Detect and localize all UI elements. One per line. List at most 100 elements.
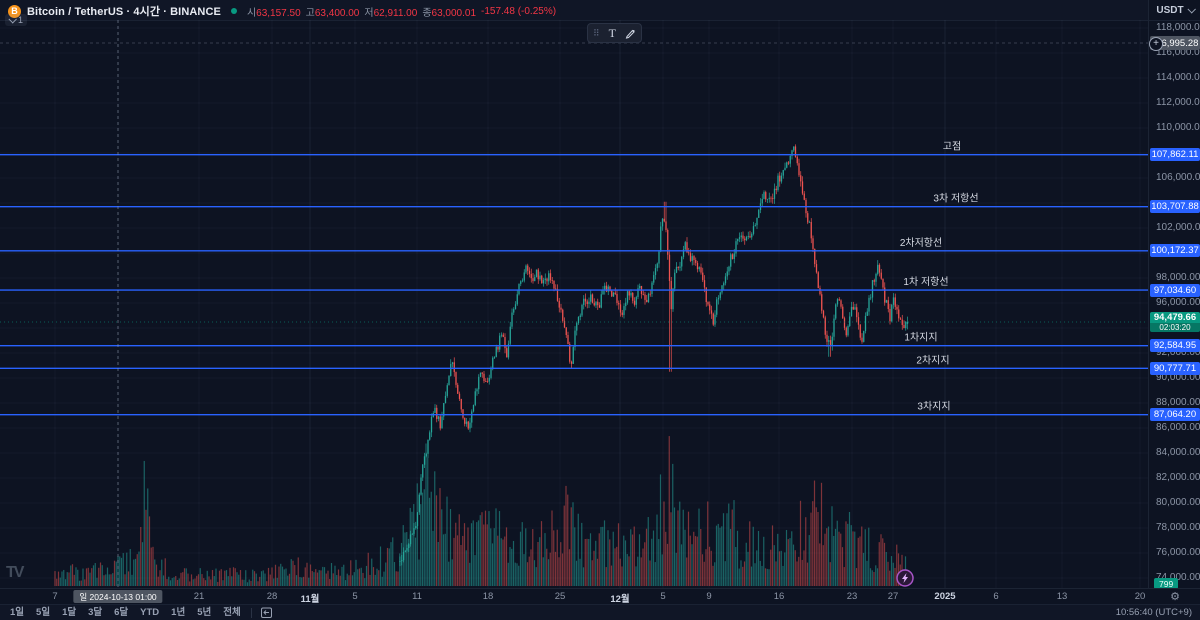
gear-icon[interactable]: ⚙ (1170, 591, 1180, 603)
candle-body (544, 278, 546, 281)
candle-body (565, 327, 567, 336)
candle-body (555, 288, 557, 290)
candle-body (667, 230, 669, 255)
range-button-전체[interactable]: 전체 (223, 606, 241, 618)
candle-body (898, 309, 900, 319)
symbol-title[interactable]: Bitcoin / TetherUS · 4시간 · BINANCE (27, 6, 221, 18)
candle-body (717, 297, 720, 300)
volume-bar (414, 537, 417, 586)
brush-tool-button[interactable] (624, 27, 636, 39)
candle-body (602, 290, 604, 295)
candle-body (476, 389, 478, 392)
volume-bar (110, 574, 112, 586)
candle-body (646, 299, 648, 303)
level-label[interactable]: 1차 저항선 (903, 276, 948, 288)
volume-bar (91, 568, 93, 586)
volume-bar (486, 524, 488, 586)
volume-bar (612, 531, 614, 586)
volume-bar (761, 565, 763, 586)
volume-bar (726, 513, 728, 586)
candle-body (644, 294, 646, 300)
volume-bar (479, 515, 481, 586)
volume-bar (602, 526, 604, 586)
price-chart-canvas[interactable]: 고점 3차 저항선 2차저항선 1차 저항선 1차지지 2차지지 3차지지 (0, 20, 1148, 588)
time-tick-label: 11월 (300, 594, 320, 605)
volume-bar (413, 504, 415, 586)
drag-handle-icon[interactable]: ⠿ (593, 27, 601, 38)
volume-bar (197, 574, 200, 586)
candle-body (623, 306, 625, 315)
axis-currency-selector[interactable]: USDT (1149, 0, 1200, 21)
tradingview-logo[interactable]: TV (6, 564, 25, 581)
volume-bar (558, 557, 560, 586)
candle-body (670, 280, 672, 310)
volume-bar (679, 501, 681, 586)
candle-body (497, 346, 499, 350)
text-tool-button[interactable]: T (608, 26, 616, 40)
clock-timezone-button[interactable]: 10:56:40 (UTC+9) (1115, 607, 1192, 618)
last-price-value: 94,479.66 (1153, 312, 1197, 323)
time-axis[interactable]: 7 21 28 11월 5 11 18 25 12월 5 9 16 23 27 2025 6 13 20 일 20… (0, 588, 1200, 605)
volume-bar (626, 554, 628, 586)
range-button-1달[interactable]: 1달 (62, 606, 77, 618)
candle-body (850, 306, 853, 317)
range-button-6달[interactable]: 6달 (114, 606, 129, 618)
range-button-5년[interactable]: 5년 (197, 606, 212, 618)
volume-bar (253, 571, 256, 586)
drawing-toolbar: ⠿ T (587, 23, 642, 43)
volume-bar (162, 575, 165, 586)
volume-bar (889, 570, 891, 586)
range-button-3달[interactable]: 3달 (88, 606, 103, 618)
volume-bar (386, 547, 389, 586)
range-button-1년[interactable]: 1년 (171, 606, 186, 618)
volume-bar (341, 566, 343, 586)
volume-bar (673, 507, 676, 586)
level-label[interactable]: 1차지지 (904, 332, 937, 344)
volume-bar (271, 567, 273, 586)
volume-bar (512, 540, 515, 586)
time-tick-label: 23 (846, 591, 858, 602)
candle-body (478, 376, 480, 390)
volume-bar (644, 542, 646, 586)
candle-body (597, 301, 599, 306)
volume-bar (437, 541, 439, 586)
volume-bar (124, 574, 126, 586)
range-button-1일[interactable]: 1일 (10, 606, 25, 618)
volume-bar (764, 568, 767, 586)
volume-bar (470, 523, 473, 586)
candle-body (455, 372, 457, 385)
level-label[interactable]: 3차 저항선 (933, 193, 978, 205)
add-alert-button[interactable]: + (1149, 37, 1163, 51)
candle-body (472, 404, 475, 412)
candle-body (871, 280, 874, 298)
volume-bar (539, 537, 541, 586)
candle-body (628, 291, 630, 296)
level-label[interactable]: 고점 (943, 141, 961, 153)
time-tick-label: 25 (554, 591, 566, 602)
price-axis[interactable]: USDT 118,000.00 116,000.00 114,000.00 112,0… (1148, 0, 1200, 589)
volume-bar (234, 568, 236, 586)
volume-bar (273, 578, 275, 586)
volume-bar (376, 568, 378, 586)
candle-body (856, 307, 858, 318)
volume-bar (374, 574, 376, 586)
range-button-YTD[interactable]: YTD (140, 606, 160, 618)
go-to-date-button[interactable] (260, 606, 273, 619)
candle-body (422, 464, 424, 478)
volume-bar (749, 521, 751, 586)
level-label[interactable]: 3차지지 (917, 401, 950, 413)
candle-body (441, 416, 443, 429)
volume-bar (680, 544, 683, 586)
volume-bar (544, 533, 546, 586)
candle-body (899, 318, 902, 320)
range-button-5일[interactable]: 5일 (36, 606, 51, 618)
volume-bar (106, 567, 109, 586)
candle-body (775, 188, 777, 191)
level-label[interactable]: 2차저항선 (900, 237, 942, 249)
candle-body (537, 269, 539, 280)
legend-collapse-button[interactable]: 1 (5, 14, 28, 26)
candle-body (868, 297, 870, 312)
volume-bar (241, 579, 243, 586)
level-label[interactable]: 2차지지 (916, 354, 949, 366)
volume-bar (820, 482, 823, 586)
